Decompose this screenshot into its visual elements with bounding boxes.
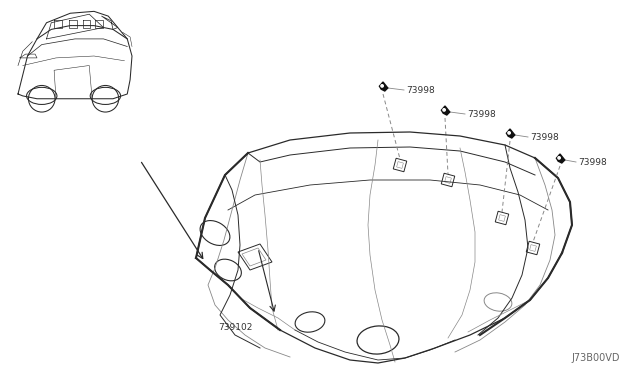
Circle shape [443, 109, 445, 111]
Text: 73998: 73998 [406, 86, 435, 94]
Text: 73998: 73998 [530, 132, 559, 141]
Polygon shape [506, 129, 515, 138]
Circle shape [508, 132, 510, 134]
Polygon shape [442, 106, 450, 115]
Text: 73998: 73998 [467, 109, 496, 119]
Polygon shape [556, 154, 564, 163]
Text: 73998: 73998 [578, 157, 607, 167]
Polygon shape [380, 82, 388, 91]
Circle shape [558, 157, 560, 159]
Circle shape [381, 85, 383, 87]
Text: J73B00VD: J73B00VD [572, 353, 620, 363]
Text: 739102: 739102 [218, 324, 252, 333]
